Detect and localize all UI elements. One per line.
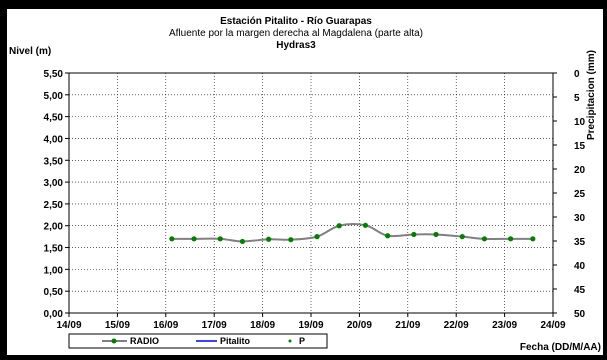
- x-tick-label: 18/09: [250, 320, 275, 331]
- x-tick-label: 15/09: [105, 320, 130, 331]
- line-chart: Estación Pitalito - Río Guarapas Afluent…: [9, 16, 601, 353]
- y-tick-label: 0,50: [44, 287, 64, 298]
- data-point: [288, 237, 294, 243]
- x-tick-label: 21/09: [395, 320, 420, 331]
- data-point: [459, 234, 465, 240]
- data-point: [362, 222, 369, 228]
- data-point: [433, 231, 439, 238]
- y2-tick-label: 35: [574, 237, 586, 248]
- x-tick-label: 23/09: [492, 320, 517, 331]
- x-tick-label: 17/09: [202, 320, 227, 331]
- data-point: [530, 236, 536, 242]
- data-point: [266, 236, 272, 242]
- chart-title: Estación Pitalito - Río Guarapas: [220, 16, 372, 27]
- data-point: [385, 233, 391, 239]
- y2-tick-label: 20: [574, 165, 586, 176]
- data-point: [314, 234, 320, 240]
- x-axis-title: Fecha (DD/M/AA): [520, 342, 601, 353]
- y-tick-label: 5,00: [44, 91, 64, 102]
- y-tick-label: 3,00: [44, 178, 64, 189]
- y-tick-label: 2,00: [44, 222, 64, 233]
- legend-p-marker: [288, 339, 292, 343]
- data-point: [191, 236, 197, 242]
- y2-tick-label: 0: [574, 69, 580, 80]
- legend: RADIO Pitalito P: [68, 333, 328, 349]
- legend-radio-marker: [111, 338, 117, 344]
- data-point: [336, 223, 342, 229]
- axes: 0,00 0,50 1,00 1,50 2,00 2,50 3,00 3,50 4,00 4,50…: [44, 69, 586, 331]
- y-tick-label: 4,50: [44, 113, 64, 124]
- y2-tick-label: 50: [574, 309, 586, 320]
- x-tick-label: 20/09: [347, 320, 372, 331]
- legend-pitalito-label: Pitalito: [220, 336, 251, 346]
- y-tick-label: 1,50: [44, 244, 64, 255]
- y2-tick-label: 5: [574, 93, 580, 104]
- data-point: [217, 236, 223, 242]
- data-point: [508, 236, 514, 242]
- y-tick-label: 4,00: [44, 134, 64, 145]
- y2-tick-label: 30: [574, 213, 586, 224]
- x-tick-label: 19/09: [298, 320, 323, 331]
- legend-p-label: P: [299, 336, 305, 346]
- x-tick-label: 22/09: [444, 320, 469, 331]
- data-point: [411, 231, 417, 238]
- y2-tick-label: 40: [574, 261, 586, 272]
- y2-tick-label: 15: [574, 141, 586, 152]
- data-point: [169, 236, 175, 242]
- y2-tick-label: 25: [574, 189, 586, 200]
- series-layer: [169, 222, 536, 245]
- y-axis-title: Nivel (m): [9, 46, 51, 57]
- data-point: [239, 238, 246, 245]
- x-tick-label: 16/09: [153, 320, 178, 331]
- y-tick-label: 2,50: [44, 200, 64, 211]
- chart-subtitle: Afluente por la margen derecha al Magdal…: [169, 28, 423, 39]
- data-point: [481, 236, 488, 242]
- y-tick-label: 3,50: [44, 156, 64, 167]
- legend-radio-label: RADIO: [130, 336, 159, 346]
- y-tick-label: 5,50: [44, 69, 64, 80]
- x-tick-label: 14/09: [56, 320, 81, 331]
- series-line-radio: [171, 223, 533, 243]
- station-name: Hydras3: [276, 40, 316, 51]
- x-tick-label: 24/09: [540, 320, 565, 331]
- y2-tick-label: 45: [574, 285, 586, 296]
- y2-tick-label: 10: [574, 117, 586, 128]
- y-tick-label: 1,00: [44, 265, 64, 276]
- y2-axis-title: Precipitacion (mm): [586, 50, 597, 140]
- gridlines: [69, 73, 553, 313]
- chart-panel: Estación Pitalito - Río Guarapas Afluent…: [7, 9, 603, 355]
- y-tick-label: 0,00: [44, 309, 64, 320]
